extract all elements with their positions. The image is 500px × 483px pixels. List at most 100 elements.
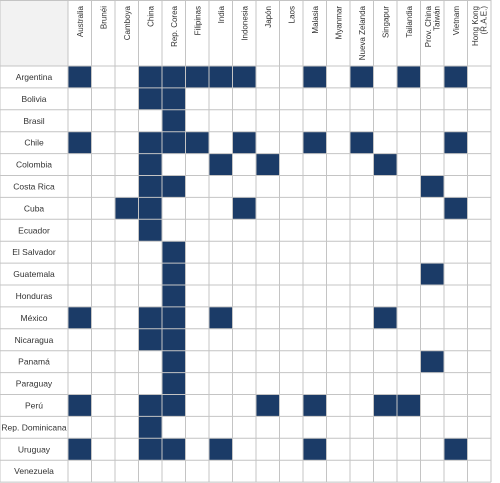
matrix-cell-empty	[209, 285, 233, 307]
row-label: Nicaragua	[15, 335, 54, 345]
matrix-cell-filled	[68, 438, 92, 461]
column-label: India	[217, 5, 226, 23]
matrix-cell-empty	[185, 175, 209, 198]
matrix-cell-empty	[209, 197, 233, 220]
matrix-cell-empty	[303, 87, 327, 110]
matrix-cell-empty	[91, 285, 115, 307]
matrix-cell-empty	[420, 87, 444, 110]
matrix-cell-empty	[397, 328, 421, 351]
column-label-line: Indonesia	[240, 5, 249, 40]
matrix-cell-empty	[397, 131, 421, 154]
matrix-cell-filled	[138, 306, 162, 329]
matrix-cell-empty	[303, 153, 327, 176]
matrix-cell-empty	[444, 460, 468, 483]
row-label: Honduras	[16, 291, 53, 301]
matrix-cell-empty	[279, 416, 303, 439]
matrix-cell-filled	[138, 219, 162, 242]
matrix-cell-empty	[232, 175, 256, 198]
matrix-cell-empty	[420, 109, 444, 132]
matrix-cell-empty	[350, 87, 374, 110]
matrix-cell-empty	[279, 109, 303, 132]
row-labels: Argentina Bolivia Brasil Chile Colombia Costa…	[1, 72, 66, 476]
row-label: Ecuador	[18, 225, 50, 235]
matrix-cell-empty	[467, 394, 491, 417]
matrix-cell-empty	[326, 219, 350, 242]
matrix-cell-empty	[397, 460, 421, 483]
matrix-cell-empty	[444, 328, 468, 351]
matrix-cell-empty	[350, 263, 374, 285]
matrix-cell-empty	[232, 241, 256, 264]
matrix-cell-filled	[138, 153, 162, 176]
matrix-cell-empty	[91, 460, 115, 483]
matrix-cell-empty	[420, 197, 444, 220]
matrix-cell-empty	[373, 109, 397, 132]
matrix-cell-empty	[256, 109, 280, 132]
column-labels: Australia Brunéi Camboya China Rep. Corea Fil…	[76, 5, 489, 60]
row-label: Guatemala	[13, 269, 55, 279]
matrix-cell-empty	[209, 394, 233, 417]
matrix-cell-empty	[68, 416, 92, 439]
column-label-line: China	[146, 5, 155, 26]
row-label: El Salvador	[12, 247, 56, 257]
matrix-cell-empty	[350, 153, 374, 176]
matrix-cell-filled	[303, 394, 327, 417]
column-label: China	[146, 5, 155, 26]
matrix-cell-empty	[373, 219, 397, 242]
matrix-cell-empty	[420, 460, 444, 483]
matrix-cell-empty	[326, 197, 350, 220]
matrix-cell-empty	[467, 131, 491, 154]
matrix-cell-empty	[303, 416, 327, 439]
matrix-cell-empty	[185, 372, 209, 395]
matrix-cell-empty	[373, 350, 397, 373]
matrix-cell-empty	[68, 219, 92, 242]
column-label: Prov. ChinaTaiwán	[424, 5, 442, 47]
matrix-cell-filled	[397, 394, 421, 417]
matrix-cell-empty	[185, 153, 209, 176]
matrix-cell-empty	[373, 66, 397, 88]
matrix-cell-empty	[444, 372, 468, 395]
matrix-cell-empty	[397, 350, 421, 373]
matrix-cell-filled	[303, 131, 327, 154]
matrix-cell-empty	[279, 372, 303, 395]
matrix-cell-empty	[373, 241, 397, 264]
matrix-cell-filled	[138, 87, 162, 110]
matrix-cell-empty	[138, 460, 162, 483]
matrix-cell-empty	[420, 438, 444, 461]
matrix-cell-filled	[162, 328, 186, 351]
matrix-cell-empty	[279, 66, 303, 88]
row-label: Perú	[25, 400, 43, 410]
matrix-cell-empty	[326, 416, 350, 439]
matrix-cell-empty	[444, 241, 468, 264]
matrix-cell-empty	[68, 197, 92, 220]
matrix-cell-filled	[444, 66, 468, 88]
matrix-cell-filled	[444, 131, 468, 154]
matrix-cell-empty	[350, 328, 374, 351]
matrix-cell-empty	[91, 263, 115, 285]
matrix-cell-empty	[326, 153, 350, 176]
matrix-cell-empty	[115, 175, 139, 198]
matrix-cell-empty	[420, 285, 444, 307]
matrix-cell-empty	[350, 241, 374, 264]
matrix-cell-empty	[91, 175, 115, 198]
matrix-cell-empty	[115, 131, 139, 154]
matrix-cell-empty	[326, 87, 350, 110]
matrix-cell-empty	[209, 219, 233, 242]
row-label: Uruguay	[18, 444, 51, 454]
matrix-cell-empty	[91, 306, 115, 329]
matrix-cell-empty	[279, 131, 303, 154]
matrix-cell-empty	[467, 197, 491, 220]
matrix-cell-empty	[256, 438, 280, 461]
matrix-cell-empty	[326, 66, 350, 88]
column-label-line: Japón	[264, 6, 273, 28]
matrix-cell-filled	[138, 131, 162, 154]
matrix-cell-filled	[209, 306, 233, 329]
matrix-cell-empty	[209, 460, 233, 483]
matrix-cell-empty	[373, 175, 397, 198]
column-label-line: Rep. Corea	[170, 5, 179, 46]
matrix-cell-empty	[232, 87, 256, 110]
column-label-line: Singapur	[381, 6, 390, 38]
matrix-cell-empty	[185, 350, 209, 373]
matrix-cell-empty	[467, 372, 491, 395]
matrix-cell-filled	[303, 438, 327, 461]
